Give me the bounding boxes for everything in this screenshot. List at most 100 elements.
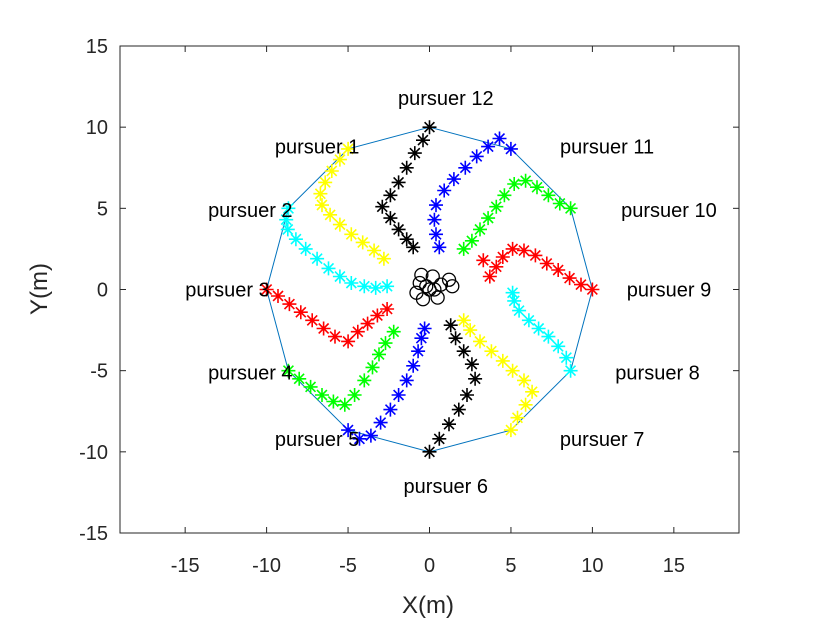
x-tick-label-4: 0 xyxy=(424,555,435,577)
series-2-point-6 xyxy=(310,251,325,266)
y-tick-label-1: -15 xyxy=(79,523,108,545)
series-9-point-4 xyxy=(551,263,566,277)
series-7 xyxy=(456,313,540,438)
series-8-point-8 xyxy=(507,293,522,308)
series-9-point-3 xyxy=(562,271,577,286)
series-10-point-11 xyxy=(464,233,479,248)
series-10-point-5 xyxy=(518,173,533,188)
series-9 xyxy=(476,241,600,297)
y-tick-label-4: 0 xyxy=(97,280,108,302)
series-2-point-2 xyxy=(279,212,294,227)
series-5-point-1 xyxy=(341,423,356,438)
series-11-point-5 xyxy=(458,160,473,175)
series-12-point-5 xyxy=(391,175,406,190)
series-3-point-1 xyxy=(259,282,274,297)
series-11-point-6 xyxy=(446,172,461,187)
series-8-point-3 xyxy=(551,339,566,354)
series-10-point-9 xyxy=(481,211,496,226)
series-1-point-4 xyxy=(318,175,333,190)
series-11-point-11 xyxy=(432,240,447,255)
axes-layer: -15 -10 -5 0 5 10 15 -15 -10 -5 0 5 10 15 xyxy=(79,36,740,577)
series-9-point-5 xyxy=(539,256,554,271)
series-6-point-10 xyxy=(443,318,458,333)
annotation-10: pursuer 10 xyxy=(621,200,717,222)
series-12-point-3 xyxy=(407,146,422,161)
annotation-3: pursuer 3 xyxy=(185,280,270,302)
series-8-point-4 xyxy=(541,329,556,344)
series-5-point-6 xyxy=(391,388,406,402)
annotation-11: pursuer 11 xyxy=(560,137,654,159)
y-tick-label-6: 10 xyxy=(86,117,108,139)
series-7-point-8 xyxy=(484,344,499,359)
series-8-point-5 xyxy=(531,321,546,336)
series-10-point-4 xyxy=(530,180,544,195)
series-12-point-1 xyxy=(422,120,437,135)
y-tick-label-2: -10 xyxy=(79,442,108,464)
series-5-point-2 xyxy=(352,431,367,446)
series-3-point-10 xyxy=(360,316,375,331)
series-4-point-2 xyxy=(292,371,307,386)
series-4-point-3 xyxy=(303,379,318,394)
series-1-point-1 xyxy=(341,141,356,156)
series-13-point-7 xyxy=(409,285,424,300)
series-5-point-11 xyxy=(417,321,432,336)
series-12-point-8 xyxy=(383,211,398,226)
series-2-point-11 xyxy=(368,280,383,295)
series-13-point-9 xyxy=(445,279,460,294)
series-6 xyxy=(422,318,483,459)
series-5-point-4 xyxy=(373,415,388,430)
series-6-point-2 xyxy=(432,431,447,446)
x-axis-title: X(m) xyxy=(402,592,454,619)
annotation-12: pursuer 12 xyxy=(398,88,494,110)
series-2-point-7 xyxy=(321,261,336,276)
series-7-point-10 xyxy=(463,323,478,338)
series-6-point-6 xyxy=(468,371,483,386)
series-7-point-2 xyxy=(510,410,525,425)
series-10 xyxy=(456,173,578,256)
x-tick-label-5: 5 xyxy=(505,555,516,577)
series-10-point-1 xyxy=(563,201,578,216)
series-2 xyxy=(279,201,395,295)
series-4-point-11 xyxy=(378,336,393,351)
x-tick-label-1: -15 xyxy=(171,555,200,577)
series-7-point-3 xyxy=(518,397,533,412)
series-2-point-3 xyxy=(280,222,295,237)
series-6-point-7 xyxy=(464,357,479,372)
series-12-point-2 xyxy=(416,133,430,148)
series-10-point-10 xyxy=(473,222,487,237)
series-1-point-11 xyxy=(367,243,382,258)
series-8-point-9 xyxy=(505,285,520,300)
series-13 xyxy=(409,267,460,307)
y-tick-label-5: 5 xyxy=(97,198,108,220)
series-1-point-7 xyxy=(323,207,338,222)
series-10-point-7 xyxy=(497,188,512,203)
series-10-point-3 xyxy=(541,188,556,203)
series-9-point-1 xyxy=(585,282,600,297)
x-tick-label-3: -5 xyxy=(339,555,357,577)
y-tick-label-3: -5 xyxy=(90,361,108,383)
series-2-point-12 xyxy=(380,279,395,294)
series-12-point-6 xyxy=(383,188,398,203)
series-2-point-10 xyxy=(357,279,372,294)
series-3-point-3 xyxy=(282,297,297,312)
series-3-point-9 xyxy=(350,324,365,339)
series-11-point-8 xyxy=(429,198,443,213)
series-1 xyxy=(313,141,391,266)
y-axis-title: Y(m) xyxy=(26,263,53,315)
series-13-point-2 xyxy=(412,275,427,291)
series-8-point-1 xyxy=(563,363,578,378)
series-9-point-6 xyxy=(528,248,543,263)
series-3-point-5 xyxy=(305,313,320,328)
series-7-point-1 xyxy=(503,423,518,438)
series-3 xyxy=(259,282,395,349)
series-10-point-6 xyxy=(507,177,522,191)
x-tick-label-2: -10 xyxy=(252,555,281,577)
series-4-point-7 xyxy=(347,388,362,402)
series-7-point-7 xyxy=(495,353,510,368)
x-tick-label-6: 10 xyxy=(581,555,603,577)
series-11-point-3 xyxy=(481,139,496,154)
series-6-point-5 xyxy=(460,388,474,402)
annotation-9: pursuer 9 xyxy=(627,280,712,302)
x-tick-label-7: 15 xyxy=(663,555,685,577)
series-1-point-6 xyxy=(315,198,329,213)
